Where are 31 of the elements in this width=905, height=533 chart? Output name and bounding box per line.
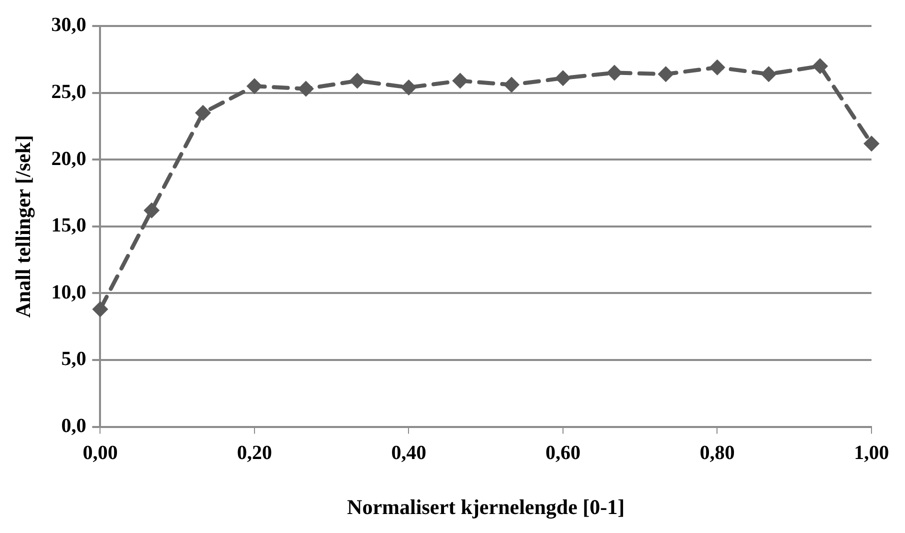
y-tick-label: 25,0 <box>51 80 86 103</box>
y-tick-label: 5,0 <box>61 348 86 370</box>
point <box>709 59 726 76</box>
point <box>400 79 417 96</box>
x-tick-label: 0,80 <box>700 442 735 464</box>
y-tick-label: 30,0 <box>51 14 86 36</box>
x-tick-label: 0,20 <box>236 442 272 464</box>
point <box>606 64 622 81</box>
x-axis-title: Normalisert kjernelengde [0-1] <box>347 494 625 519</box>
point <box>298 80 314 97</box>
point <box>812 58 828 74</box>
point <box>658 66 674 82</box>
point <box>144 202 160 218</box>
point <box>195 104 212 121</box>
y-tick-label: 0,0 <box>61 414 86 437</box>
y-axis-title: Anall tellinger [/sek] <box>11 135 36 318</box>
point <box>504 76 520 93</box>
y-tick-label: 15,0 <box>51 214 86 237</box>
x-tick-label: 0,40 <box>391 442 426 464</box>
point <box>349 72 366 89</box>
point <box>554 70 571 86</box>
y-tick-label: 10,0 <box>51 281 86 304</box>
point <box>92 301 108 318</box>
x-tick-label: 1,00 <box>854 442 889 464</box>
x-tick-label: 0,00 <box>82 442 118 464</box>
point <box>864 136 880 152</box>
point <box>760 66 777 82</box>
x-tick-label: 0,60 <box>545 442 580 464</box>
point <box>452 72 468 89</box>
point <box>246 78 262 94</box>
y-tick-label: 20,0 <box>51 148 86 170</box>
